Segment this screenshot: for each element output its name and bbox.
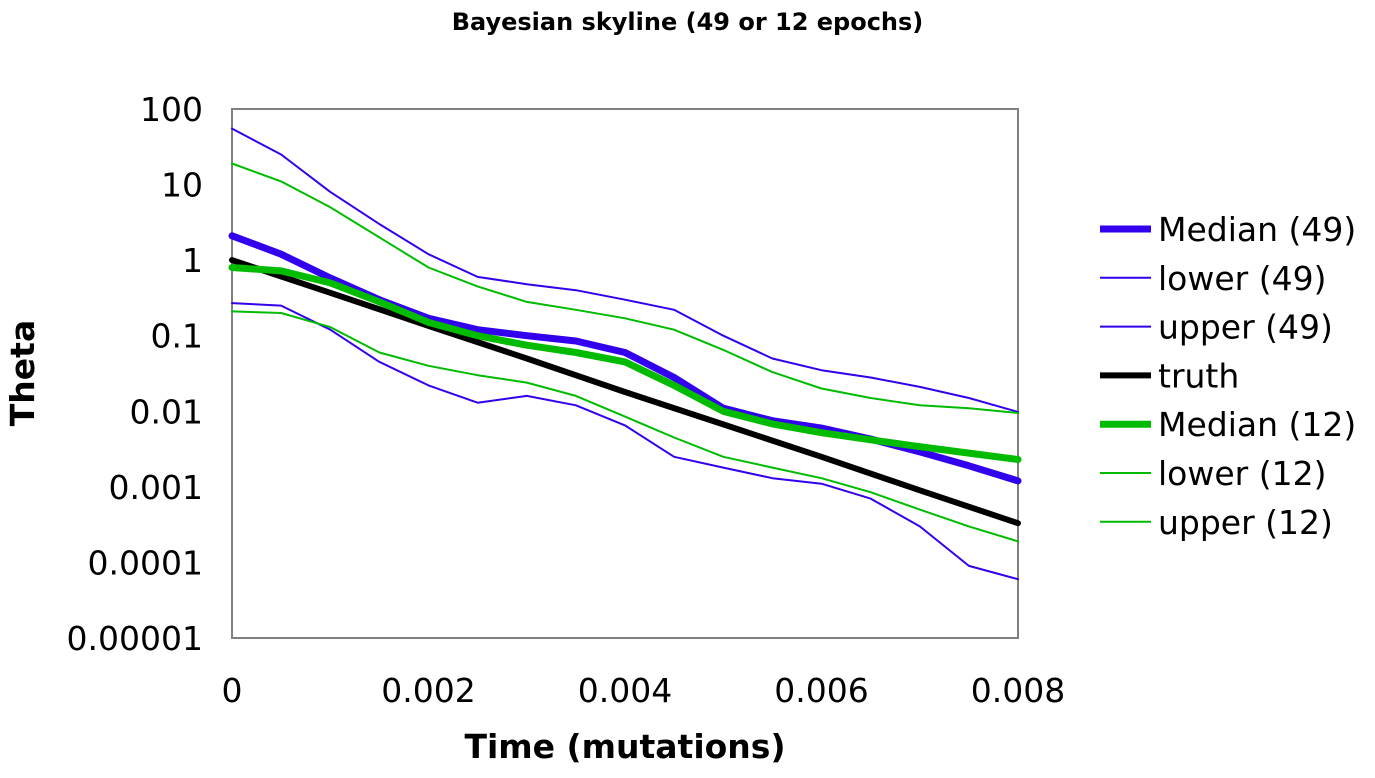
series-line-truth [229,257,1021,527]
x-tick-label: 0.002 [381,671,475,710]
y-tick-label: 0.001 [109,468,203,507]
x-tick-label: 0.004 [578,671,672,710]
legend-label-upper-49: upper (49) [1158,308,1333,347]
legend-label-lower-12: lower (12) [1158,454,1326,493]
legend-label-lower-49: lower (49) [1158,259,1326,298]
series-line-median-12 [228,264,1022,463]
legend-label-truth: truth [1158,356,1239,395]
y-tick-label: 10 [161,166,203,205]
chart-title: Bayesian skyline (49 or 12 epochs) [451,8,924,36]
x-axis-title: Time (mutations) [464,727,785,766]
x-tick-label: 0.008 [971,671,1065,710]
y-axis-title: Theta [3,320,42,426]
x-axis-ticks: 0 0.002 0.004 0.006 0.008 [222,671,1066,710]
series-line-upper-12 [231,162,1019,414]
y-axis-ticks: 0.00001 0.0001 0.001 0.01 0.1 1 10 100 [67,90,203,658]
y-tick-label: 0.01 [130,392,203,431]
y-tick-label: 0.0001 [88,543,203,582]
series-line-lower-49 [231,302,1019,581]
series-lines [228,127,1022,581]
x-tick-label: 0.006 [774,671,868,710]
y-tick-label: 1 [182,241,203,280]
series-line-upper-49 [231,127,1019,413]
series-line-lower-12 [231,310,1019,543]
plot-area [231,108,1019,639]
y-tick-label: 0.1 [151,317,203,356]
legend-label-median-49: Median (49) [1158,210,1356,249]
legend: Median (49) lower (49) upper (49) truth Medi… [1100,210,1356,542]
legend-label-median-12: Median (12) [1158,405,1356,444]
x-tick-label: 0 [222,671,243,710]
y-tick-label: 100 [140,90,203,129]
y-tick-label: 0.00001 [67,619,203,658]
legend-label-upper-12: upper (12) [1158,503,1333,542]
